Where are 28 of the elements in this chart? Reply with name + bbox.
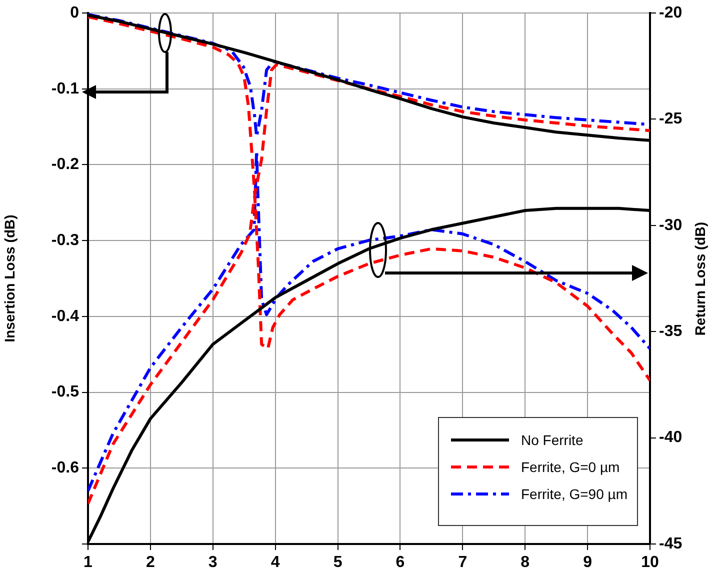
x-tick-label: 5	[333, 554, 342, 572]
y2-tick-label: -25	[659, 110, 682, 128]
legend-label: Ferrite, G=0 µm	[521, 458, 620, 474]
x-tick-label: 4	[270, 554, 280, 572]
y-tick-label: -0.4	[51, 308, 80, 325]
x-tick-label: 1	[84, 554, 93, 572]
y-tick-label: -0.3	[51, 232, 80, 249]
y2-tick-label: -20	[659, 4, 682, 22]
y-axis-title: Insertion Loss (dB)	[1, 214, 18, 342]
y-tick-label: -0.5	[51, 384, 80, 401]
x-tick-label: 7	[458, 554, 468, 572]
y2-tick-label: -35	[659, 323, 682, 340]
legend-label: No Ferrite	[521, 432, 584, 448]
y-tick-label: 0	[70, 4, 80, 22]
x-tick-label: 9	[583, 554, 592, 572]
y-tick-label: -0.6	[51, 460, 80, 477]
y2-tick-label: -45	[659, 535, 682, 552]
y-tick-label: -0.2	[51, 156, 80, 174]
x-tick-label: 8	[520, 554, 530, 572]
y-tick-label: -0.1	[51, 80, 80, 98]
y2-tick-label: -30	[659, 216, 682, 234]
x-tick-label: 10	[641, 554, 659, 572]
legend-label: Ferrite, G=90 µm	[521, 486, 628, 502]
y2-tick-label: -40	[659, 429, 682, 446]
x-tick-label: 2	[146, 554, 155, 572]
x-tick-label: 3	[208, 554, 218, 572]
y2-axis-title: Return Loss (dB)	[692, 222, 708, 336]
x-tick-label: 6	[396, 554, 405, 572]
